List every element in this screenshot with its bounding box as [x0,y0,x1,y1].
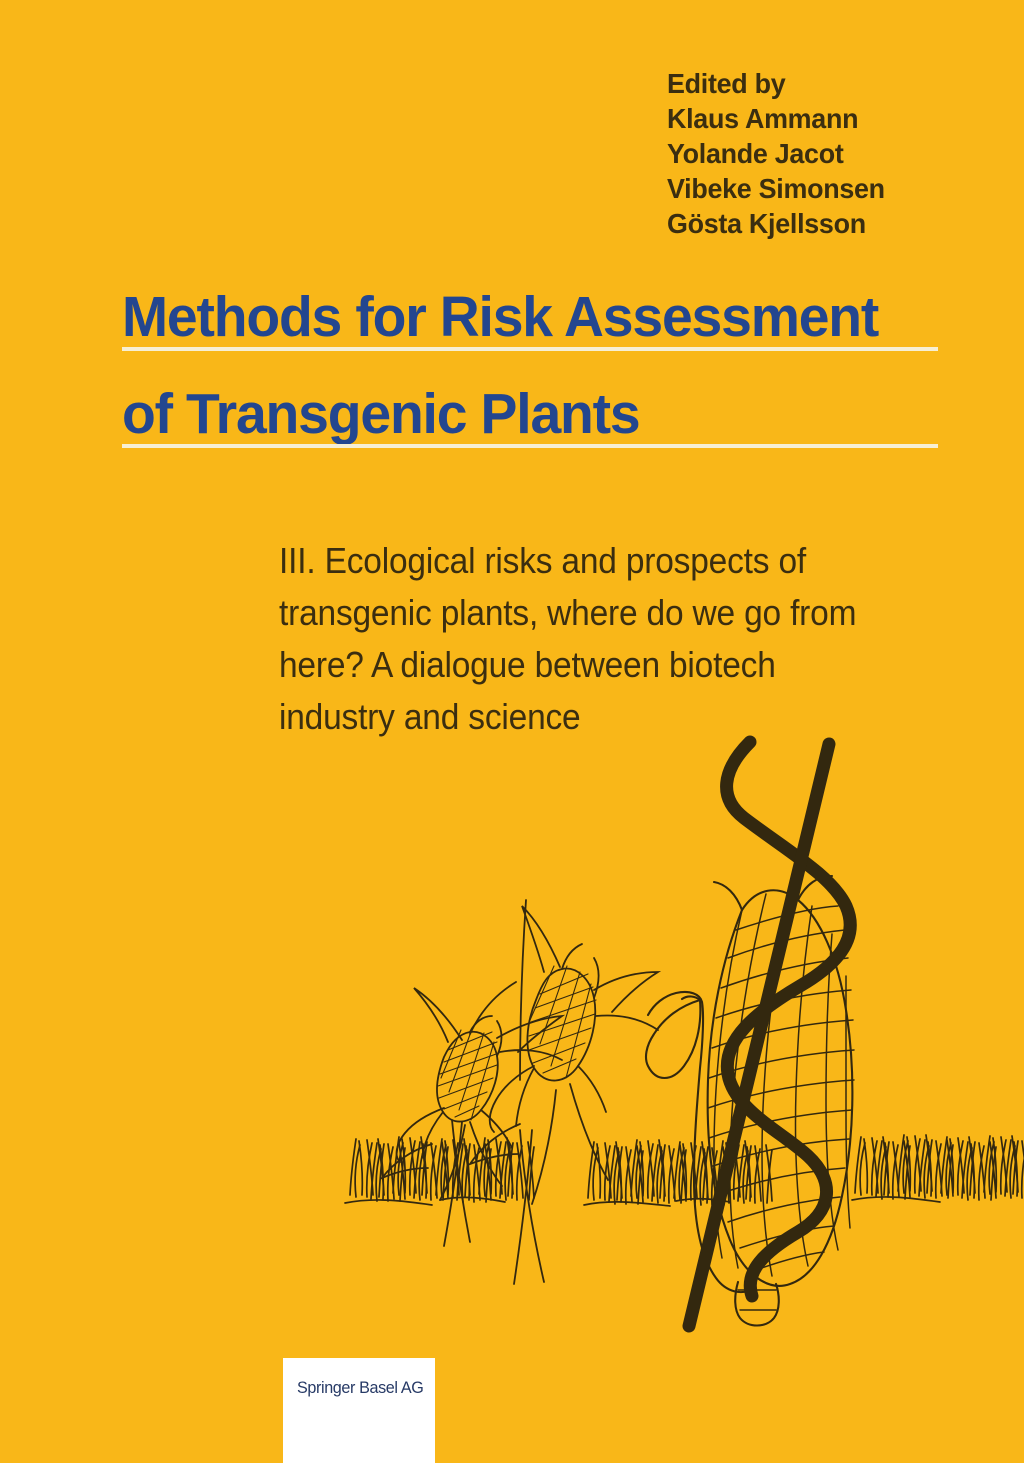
publisher-name: Springer Basel AG [297,1378,424,1397]
subtitle-line-1: III. Ecological risks and prospects of [279,540,807,581]
editors-heading: Edited by [667,68,786,99]
corn-cob-large [706,874,855,1327]
grass-tuft-middle [583,1140,772,1207]
editor-name-1: Klaus Ammann [667,103,859,134]
publisher-logo-box: Springer Basel AG [283,1358,435,1463]
editor-name-2: Yolande Jacot [667,138,844,169]
title-rule-1 [122,347,938,351]
book-subtitle: III. Ecological risks and prospects of t… [279,535,939,743]
corn-husk-leaf [644,990,756,1294]
subtitle-line-3: here? A dialogue between biotech [279,644,776,685]
grass-tuft-right [851,1135,1024,1203]
editor-name-4: Gösta Kjellsson [667,208,866,239]
dna-helix-strand-straight [682,737,836,1333]
corn-plant-small-left [379,981,566,1247]
grass-tuft-left [344,1137,534,1206]
dna-helix-strand-curved [720,735,857,1303]
title-line-1: Methods for Risk Assessment [122,285,879,349]
title-row-1: Methods for Risk Assessment [122,285,938,351]
title-line-2: of Transgenic Plants [122,382,641,446]
corn-plant-small-right [467,899,662,1285]
subtitle-line-2: transgenic plants, where do we go from [279,592,857,633]
editors-block: Edited by Klaus Ammann Yolande Jacot Vib… [667,66,1007,241]
title-row-2: of Transgenic Plants [122,382,938,448]
editor-name-3: Vibeke Simonsen [667,173,885,204]
book-title: Methods for Risk Assessment of Transgeni… [122,285,938,448]
title-rule-2 [122,444,938,448]
subtitle-line-4: industry and science [279,696,581,737]
